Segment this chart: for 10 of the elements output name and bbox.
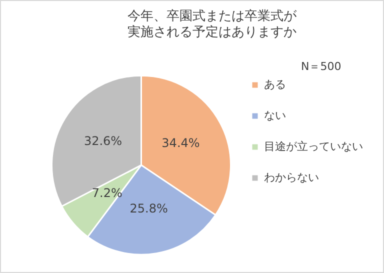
legend-label: ある [264,78,286,91]
chart-title: 今年、卒園式または卒業式が実施される予定はありますか [128,9,298,40]
data-label: 34.4% [162,136,200,150]
data-label: 7.2% [92,186,122,200]
text: N＝500 [301,60,342,73]
legend-label: ない [264,108,286,122]
legend-label: わからない [264,170,319,184]
data-label: 25.8% [130,201,168,216]
legend-label: 目途が立っていない [264,140,363,153]
data-label: 32.6% [84,134,122,148]
